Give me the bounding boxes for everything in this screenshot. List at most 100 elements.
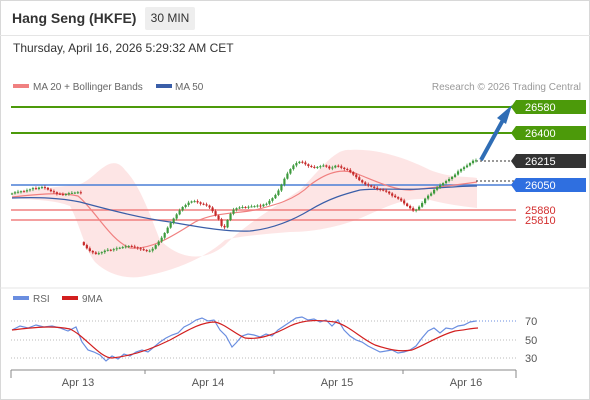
- candle-body: [100, 252, 103, 254]
- svg-text:26400: 26400: [525, 128, 556, 140]
- candle-body: [304, 162, 307, 165]
- ma50-legend-swatch: [156, 84, 172, 88]
- candle-body: [82, 242, 85, 246]
- candle-body: [283, 178, 286, 185]
- candle-body: [106, 249, 109, 251]
- candle-body: [76, 192, 79, 194]
- candle-body: [226, 220, 229, 228]
- candle-body: [403, 200, 406, 204]
- candle-body: [97, 253, 100, 255]
- candle-body: [190, 201, 193, 203]
- candle-body: [67, 193, 70, 195]
- candle-body: [256, 205, 259, 207]
- candle-body: [166, 227, 169, 233]
- candle-body: [28, 189, 32, 191]
- candle-body: [274, 194, 277, 199]
- candle-body: [46, 187, 50, 190]
- candle-body: [130, 245, 133, 247]
- candle-body: [157, 241, 160, 246]
- candle-body: [391, 193, 394, 196]
- candle-body: [217, 215, 220, 220]
- candle-body: [22, 191, 26, 193]
- ma9-legend-swatch: [62, 296, 78, 300]
- instrument-title: Hang Seng (HKFE): [12, 10, 137, 26]
- candle-body: [370, 185, 373, 187]
- candle-body: [319, 166, 322, 168]
- candle-body: [295, 163, 298, 166]
- candle-body: [313, 166, 316, 168]
- candle-body: [373, 186, 376, 188]
- candle-body: [355, 174, 358, 178]
- candle-body: [253, 206, 256, 208]
- candle-body: [163, 232, 166, 238]
- candle-body: [438, 185, 442, 188]
- candle-body: [394, 195, 397, 198]
- candle-body: [196, 201, 199, 203]
- x-label-apr13: Apr 13: [62, 377, 94, 389]
- candle-body: [376, 187, 379, 190]
- candle-body: [435, 187, 439, 190]
- candle-body: [202, 203, 205, 205]
- candle-body: [292, 165, 295, 170]
- ma9-legend-label: 9MA: [82, 294, 103, 305]
- chart-datetime: Thursday, April 16, 2026 5:29:32 AM CET: [13, 41, 234, 55]
- candle-body: [175, 214, 178, 219]
- candle-body: [199, 202, 202, 204]
- candle-body: [61, 194, 64, 196]
- candle-body: [88, 248, 91, 251]
- candle-body: [178, 210, 181, 215]
- candle-body: [154, 245, 157, 249]
- candle-body: [34, 188, 38, 190]
- candle-body: [127, 245, 130, 247]
- candle-body: [169, 222, 172, 228]
- candle-body: [70, 192, 73, 194]
- candle-body: [118, 247, 121, 249]
- candle-body: [85, 245, 88, 249]
- candle-body: [31, 188, 35, 190]
- candle-body: [10, 193, 14, 195]
- candle-body: [310, 166, 313, 168]
- x-label-apr15: Apr 15: [321, 377, 353, 389]
- candle-body: [340, 166, 343, 168]
- candle-body: [301, 161, 304, 163]
- candle-body: [112, 249, 115, 251]
- candle-body: [379, 189, 382, 191]
- candle-body: [298, 161, 301, 164]
- candle-body: [271, 198, 274, 201]
- forecast-arrow-head: [497, 105, 512, 124]
- level-badge-26050: 26050: [511, 178, 586, 192]
- candle-body: [358, 177, 361, 181]
- candle-body: [337, 165, 340, 167]
- candle-body: [40, 187, 44, 189]
- candle-body: [181, 207, 184, 211]
- candle-body: [307, 164, 310, 167]
- candle-body: [43, 187, 47, 189]
- level-badge-26580: 26580: [511, 100, 586, 114]
- timeframe-badge[interactable]: 30 MIN: [145, 7, 195, 30]
- candle-body: [139, 248, 142, 250]
- x-label-apr16: Apr 16: [450, 377, 482, 389]
- rsi-tick-50: 50: [525, 335, 537, 347]
- candle-body: [208, 205, 211, 208]
- candle-body: [334, 165, 337, 168]
- candle-body: [286, 173, 289, 179]
- candle-body: [343, 167, 346, 169]
- candle-body: [427, 195, 430, 199]
- ma50-legend-label: MA 50: [175, 82, 204, 93]
- candle-body: [49, 189, 53, 192]
- candle-body: [265, 203, 268, 205]
- research-credit: Research © 2026 Trading Central: [432, 82, 581, 93]
- candle-body: [441, 183, 445, 186]
- candle-body: [79, 192, 82, 194]
- level-badge-26215: 26215: [511, 154, 586, 168]
- candle-body: [232, 209, 235, 214]
- candle-body: [229, 213, 232, 220]
- candle-body: [16, 191, 20, 193]
- candle-body: [160, 237, 163, 242]
- candle-body: [447, 179, 451, 182]
- rsi-line: [11, 316, 477, 362]
- candle-body: [52, 191, 56, 193]
- candle-body: [331, 167, 334, 169]
- candle-body: [471, 160, 475, 164]
